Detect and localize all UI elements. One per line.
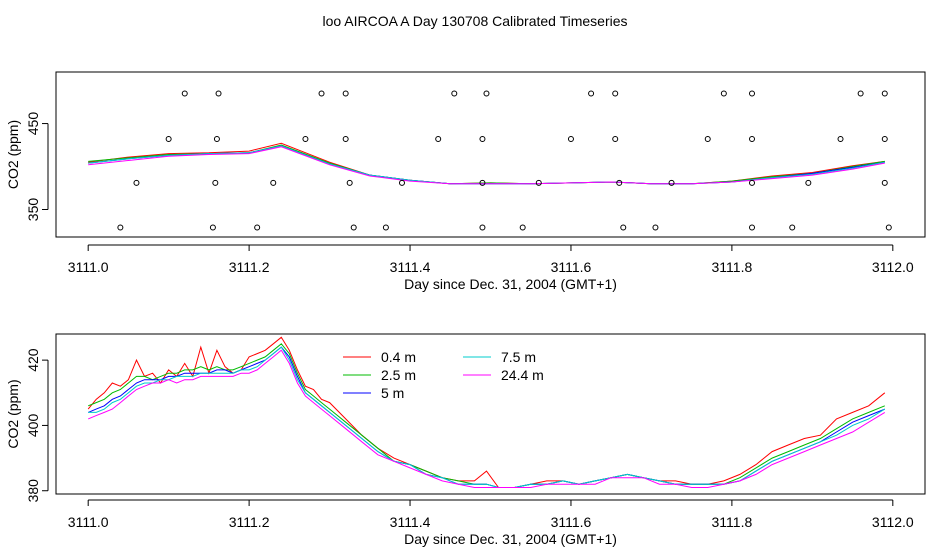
x-axis-label: Day since Dec. 31, 2004 (GMT+1) <box>404 531 617 547</box>
data-point-marker <box>212 179 219 186</box>
data-point-marker <box>789 224 796 231</box>
data-point-marker <box>616 179 623 186</box>
data-point-marker <box>805 179 812 186</box>
data-point-marker <box>479 224 486 231</box>
y-tick-label: 400 <box>25 414 41 438</box>
x-tick-label: 3112.0 <box>872 514 914 530</box>
panel-bottom: 3111.0 3111.2 3111.4 3111.6 3111.8 3112.0 Day … <box>5 333 926 547</box>
data-point-marker <box>535 179 542 186</box>
x-tick-label: 3111.2 <box>229 259 270 275</box>
x-tick-label: 3111.6 <box>551 514 592 530</box>
x-axis-label: Day since Dec. 31, 2004 (GMT+1) <box>404 276 617 292</box>
data-point-marker <box>451 90 458 97</box>
plot-frame <box>55 333 926 495</box>
x-tick-label: 3111.0 <box>68 514 109 530</box>
data-point-marker <box>213 136 220 143</box>
data-point-marker <box>181 90 188 97</box>
legend-label: 7.5 m <box>501 349 536 365</box>
data-point-marker <box>720 90 727 97</box>
data-point-marker <box>567 136 574 143</box>
series-line <box>88 346 886 488</box>
data-point-marker <box>479 179 486 186</box>
data-point-marker <box>749 136 756 143</box>
x-tick-label: 3112.0 <box>872 259 914 275</box>
data-point-marker <box>749 90 756 97</box>
x-tick-label: 3111.8 <box>712 514 753 530</box>
data-point-marker <box>885 224 892 231</box>
data-point-marker <box>117 224 124 231</box>
x-tick-label: 3111.4 <box>390 259 431 275</box>
data-point-marker <box>133 179 140 186</box>
data-point-marker <box>612 90 619 97</box>
data-point-marker <box>881 179 888 186</box>
data-point-marker <box>749 224 756 231</box>
legend-label: 0.4 m <box>381 349 416 365</box>
y-axis-label: CO2 (ppm) <box>5 379 21 448</box>
data-point-marker <box>350 224 357 231</box>
figure-title: loo AIRCOA A Day 130708 Calibrated Times… <box>322 13 627 29</box>
series-line <box>88 145 885 185</box>
y-tick-label: 450 <box>25 112 41 136</box>
data-point-marker <box>270 179 277 186</box>
data-point-marker <box>254 224 261 231</box>
y-axis-label: CO2 (ppm) <box>5 120 21 189</box>
data-point-marker <box>435 136 442 143</box>
y-tick-label: 350 <box>25 198 41 222</box>
data-point-marker <box>881 136 888 143</box>
data-point-marker <box>483 90 490 97</box>
data-point-marker <box>749 179 756 186</box>
data-point-marker <box>837 136 844 143</box>
x-tick-label: 3111.6 <box>551 259 592 275</box>
legend-label: 24.4 m <box>501 367 544 383</box>
data-point-marker <box>620 224 627 231</box>
data-point-marker <box>165 136 172 143</box>
x-tick-label: 3111.4 <box>390 514 431 530</box>
data-point-marker <box>612 136 619 143</box>
series-line <box>88 144 885 185</box>
data-point-marker <box>519 224 526 231</box>
data-point-marker <box>209 224 216 231</box>
data-point-marker <box>302 136 309 143</box>
series-line <box>88 146 885 185</box>
data-point-marker <box>342 90 349 97</box>
panel-top: 3111.0 3111.2 3111.4 3111.6 3111.8 3112.0 Day … <box>5 71 926 292</box>
data-point-marker <box>857 90 864 97</box>
data-point-marker <box>346 179 353 186</box>
legend-label: 5 m <box>381 385 404 401</box>
data-point-marker <box>382 224 389 231</box>
y-tick-label: 380 <box>25 479 41 503</box>
data-point-marker <box>668 179 675 186</box>
data-point-marker <box>704 136 711 143</box>
x-tick-label: 3111.0 <box>68 259 109 275</box>
data-point-marker <box>588 90 595 97</box>
data-point-marker <box>479 136 486 143</box>
x-tick-label: 3111.2 <box>229 514 270 530</box>
x-tick-label: 3111.8 <box>712 259 753 275</box>
data-point-marker <box>318 90 325 97</box>
legend-label: 2.5 m <box>381 367 416 383</box>
y-tick-label: 420 <box>25 348 41 372</box>
series-line <box>88 349 886 488</box>
data-point-marker <box>342 136 349 143</box>
data-point-marker <box>215 90 222 97</box>
plot-frame <box>55 71 926 238</box>
data-point-marker <box>652 224 659 231</box>
data-point-marker <box>881 90 888 97</box>
data-point-marker <box>398 179 405 186</box>
